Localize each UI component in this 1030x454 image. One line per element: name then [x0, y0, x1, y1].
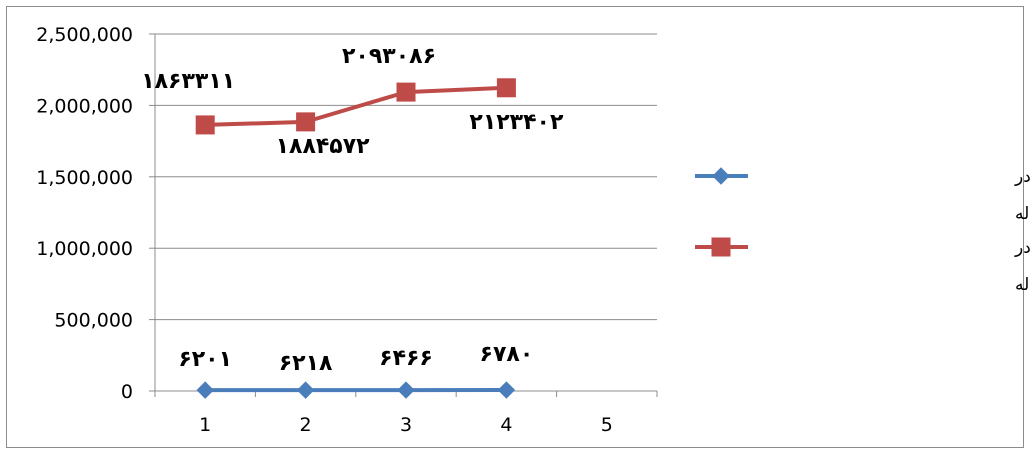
x-tick-label: 5	[601, 414, 613, 436]
series-1-point	[497, 381, 516, 399]
series-1-data-label: ۶۲۱۸	[279, 351, 333, 376]
series-1-data-label: ۶۴۶۶	[379, 346, 433, 371]
x-tick-label: 1	[199, 414, 211, 436]
y-tick-label: 1,000,000	[36, 238, 133, 260]
series-2-point	[496, 78, 516, 98]
series-1-point	[196, 381, 214, 399]
legend-label-2: تعداد مقاله های قابل جستجو در	[1014, 238, 1030, 258]
series-1-data-label: ۶۷۸۰	[480, 342, 534, 367]
x-tick-label: 2	[300, 414, 312, 436]
legend: تعداد نشریات قابل جستجو در سطح مقاله تعداد…	[695, 167, 1030, 295]
series-1-point	[296, 381, 315, 399]
series-2-data-label: ۱۸۸۴۵۷۲	[276, 134, 371, 159]
legend-label-1: تعداد نشریات قابل جستجو در	[1014, 167, 1030, 187]
series-2-data-label: ۲۰۹۳۰۸۶	[342, 44, 436, 69]
x-tick-label: 3	[400, 414, 412, 436]
legend-marker-2	[711, 237, 731, 257]
legend-label-2: سطح مقاله	[1015, 275, 1030, 295]
series-group	[195, 78, 516, 399]
series-2-point	[396, 82, 416, 102]
x-axis-ticks: 1 2 3 4 5	[199, 414, 613, 436]
x-tick-label: 4	[500, 414, 512, 436]
gridlines	[155, 33, 657, 321]
y-tick-label: 2,500,000	[36, 24, 133, 46]
y-tick-label: 0	[121, 381, 133, 403]
series-2-data-label: ۲۱۲۳۴۰۲	[469, 110, 564, 135]
y-tick-label: 500,000	[54, 310, 133, 332]
series-1-point	[397, 381, 415, 399]
series-1-data-label: ۶۲۰۱	[178, 347, 232, 372]
series-line-2	[205, 85, 507, 127]
legend-marker-1	[712, 167, 730, 185]
legend-label-1: سطح مقاله	[1015, 204, 1030, 224]
data-labels: ۶۲۰۱ ۶۲۱۸ ۶۴۶۶ ۶۷۸۰ ۱۸۶۳۳۱۱ ۱۸۸۴۵۷۲ ۲۰۹۳۰۸۶ ۲۱۲…	[141, 44, 564, 376]
y-tick-label: 1,500,000	[36, 167, 133, 189]
y-tick-label: 2,000,000	[36, 95, 133, 117]
y-axis-ticks: 0 500,000 1,000,000 1,500,000 2,000,000 2,500…	[36, 24, 133, 403]
series-2-data-label: ۱۸۶۳۳۱۱	[141, 69, 235, 94]
series-2-point	[296, 112, 316, 132]
series-2-point	[195, 115, 215, 135]
